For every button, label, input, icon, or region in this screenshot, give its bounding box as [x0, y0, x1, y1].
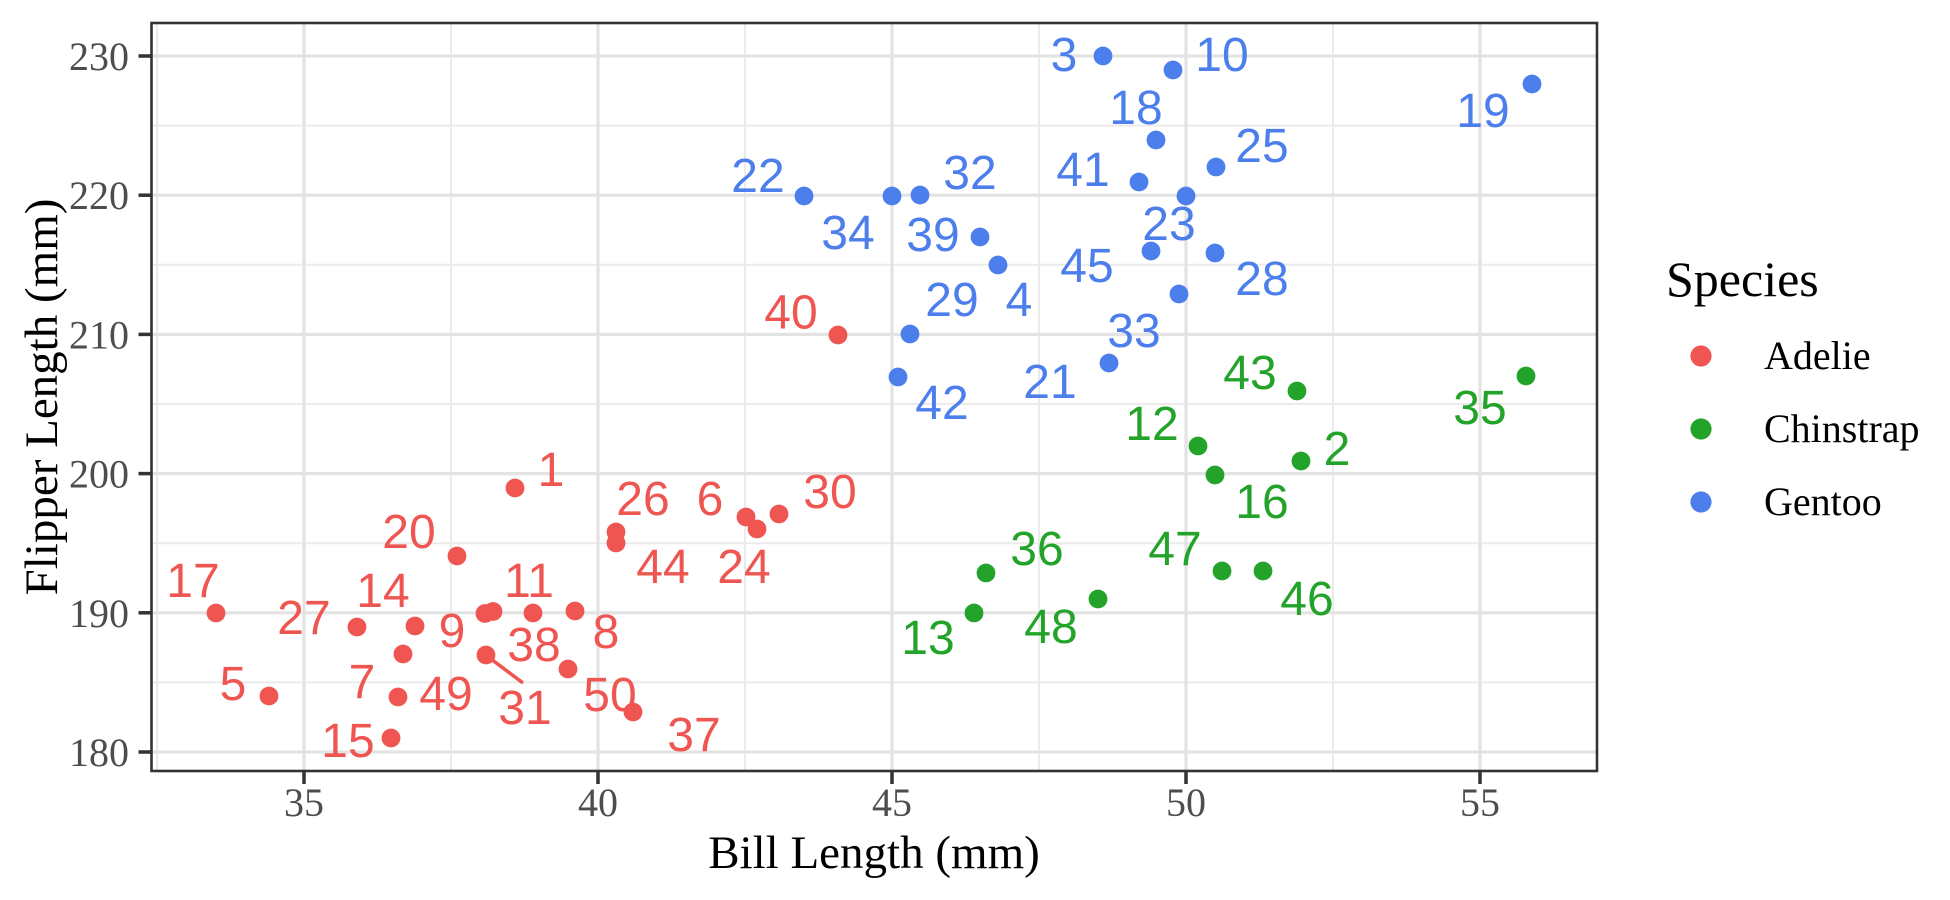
svg-text:25: 25	[1235, 120, 1288, 173]
svg-text:230: 230	[69, 34, 129, 79]
svg-text:190: 190	[69, 591, 129, 636]
svg-text:40: 40	[578, 780, 618, 825]
svg-text:46: 46	[1280, 573, 1333, 626]
svg-text:23: 23	[1142, 198, 1195, 251]
svg-text:43: 43	[1223, 347, 1276, 400]
svg-text:Gentoo: Gentoo	[1764, 479, 1882, 524]
svg-text:Species: Species	[1666, 251, 1819, 307]
svg-text:55: 55	[1460, 780, 1500, 825]
svg-text:200: 200	[69, 452, 129, 497]
svg-text:41: 41	[1056, 144, 1109, 197]
svg-text:14: 14	[356, 565, 409, 618]
svg-text:5: 5	[220, 658, 247, 711]
svg-text:38: 38	[507, 619, 560, 672]
svg-text:12: 12	[1125, 398, 1178, 451]
svg-text:33: 33	[1107, 305, 1160, 358]
svg-text:49: 49	[419, 668, 472, 721]
svg-text:45: 45	[872, 780, 912, 825]
svg-text:4: 4	[1006, 274, 1033, 327]
svg-text:34: 34	[821, 207, 874, 260]
svg-text:35: 35	[284, 780, 324, 825]
svg-text:40: 40	[764, 287, 817, 340]
svg-text:45: 45	[1060, 240, 1113, 293]
svg-text:3: 3	[1051, 29, 1078, 82]
svg-text:44: 44	[636, 541, 689, 594]
svg-text:10: 10	[1195, 29, 1248, 82]
svg-text:21: 21	[1023, 356, 1076, 409]
svg-text:16: 16	[1235, 476, 1288, 529]
svg-text:Flipper Length (mm): Flipper Length (mm)	[16, 199, 68, 596]
svg-text:15: 15	[321, 715, 374, 768]
svg-text:220: 220	[69, 173, 129, 218]
svg-text:Adelie: Adelie	[1764, 333, 1871, 378]
svg-text:210: 210	[69, 312, 129, 357]
svg-text:37: 37	[667, 709, 720, 762]
svg-text:30: 30	[803, 466, 856, 519]
svg-text:8: 8	[593, 606, 620, 659]
svg-text:29: 29	[925, 274, 978, 327]
svg-text:22: 22	[731, 150, 784, 203]
svg-text:36: 36	[1010, 523, 1063, 576]
svg-text:18: 18	[1109, 82, 1162, 135]
svg-text:48: 48	[1024, 601, 1077, 654]
svg-text:Chinstrap: Chinstrap	[1764, 406, 1920, 451]
svg-text:47: 47	[1148, 523, 1201, 576]
svg-text:28: 28	[1235, 253, 1288, 306]
svg-text:50: 50	[1166, 780, 1206, 825]
svg-text:31: 31	[498, 682, 551, 735]
svg-text:180: 180	[69, 730, 129, 775]
svg-text:Bill Length (mm): Bill Length (mm)	[708, 827, 1040, 879]
svg-text:32: 32	[943, 147, 996, 200]
svg-text:2: 2	[1324, 423, 1351, 476]
svg-text:7: 7	[349, 656, 376, 709]
svg-text:6: 6	[697, 473, 724, 526]
svg-text:1: 1	[538, 444, 565, 497]
svg-text:24: 24	[717, 541, 770, 594]
svg-text:11: 11	[504, 555, 554, 608]
svg-text:17: 17	[166, 555, 219, 608]
svg-text:27: 27	[277, 592, 330, 645]
svg-text:39: 39	[906, 209, 959, 262]
svg-text:26: 26	[616, 473, 669, 526]
svg-text:50: 50	[583, 669, 636, 722]
svg-text:13: 13	[901, 612, 954, 665]
svg-text:42: 42	[915, 377, 968, 430]
svg-text:19: 19	[1456, 85, 1509, 138]
svg-text:35: 35	[1453, 382, 1506, 435]
svg-text:9: 9	[439, 605, 466, 658]
svg-text:20: 20	[382, 506, 435, 559]
